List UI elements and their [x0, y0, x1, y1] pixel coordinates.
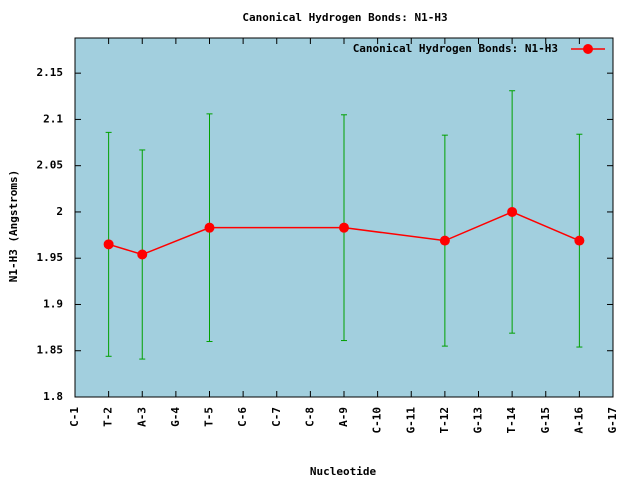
x-tick-label: G-17: [606, 407, 619, 434]
x-tick-label: A-16: [572, 407, 585, 434]
chart-title: Canonical Hydrogen Bonds: N1-H3: [242, 11, 447, 24]
x-tick-label: T-5: [203, 407, 216, 427]
data-point: [507, 206, 518, 217]
y-tick-label: 1.9: [43, 297, 63, 310]
data-point: [339, 222, 349, 233]
y-tick-label: 2.05: [37, 159, 64, 172]
x-tick-label: G-11: [404, 407, 417, 434]
x-tick-label: C-1: [68, 407, 81, 427]
y-tick-label: 1.85: [37, 344, 64, 357]
x-tick-label: T-14: [505, 407, 518, 434]
x-tick-label: C-7: [270, 407, 283, 427]
data-point: [204, 222, 215, 233]
y-tick-label: 2: [56, 205, 63, 218]
legend-label: Canonical Hydrogen Bonds: N1-H3: [353, 42, 558, 55]
y-tick-label: 1.95: [37, 251, 64, 264]
x-tick-label: T-12: [438, 407, 451, 434]
x-tick-label: A-3: [135, 407, 148, 427]
y-tick-label: 2.1: [43, 112, 63, 125]
y-tick-label: 2.15: [37, 66, 64, 79]
x-tick-label: C-8: [303, 407, 316, 427]
x-tick-label: G-15: [539, 407, 552, 434]
y-tick-label: 1.8: [43, 390, 63, 403]
x-tick-label: T-2: [102, 407, 115, 427]
data-point: [103, 239, 114, 250]
x-axis-label: Nucleotide: [310, 465, 377, 478]
x-tick-label: C-10: [371, 407, 384, 434]
legend-marker: [583, 44, 593, 54]
x-tick-label: C-6: [236, 407, 249, 427]
y-axis-label: N1-H3 (Angstroms): [7, 170, 20, 283]
data-point: [137, 249, 148, 260]
x-tick-label: G-13: [472, 407, 485, 434]
data-point: [574, 235, 585, 246]
data-point: [439, 235, 450, 246]
x-tick-label: G-4: [169, 407, 182, 427]
x-tick-label: A-9: [337, 407, 350, 427]
